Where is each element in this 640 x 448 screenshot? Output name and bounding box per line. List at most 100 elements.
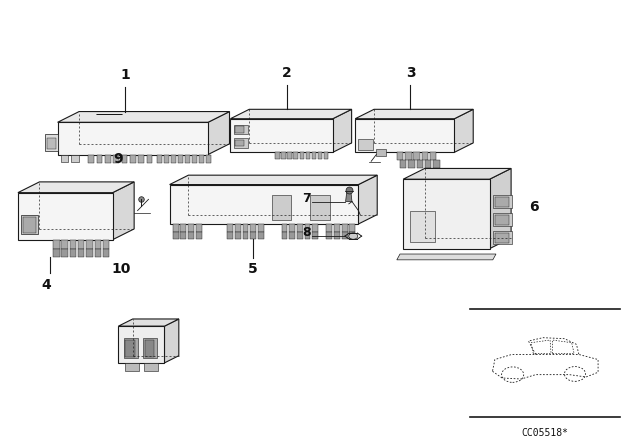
Polygon shape <box>125 340 135 357</box>
Polygon shape <box>21 215 38 234</box>
Polygon shape <box>138 155 144 163</box>
Text: 10: 10 <box>112 262 131 276</box>
Polygon shape <box>113 182 134 240</box>
Polygon shape <box>495 215 509 225</box>
Polygon shape <box>124 338 138 358</box>
Polygon shape <box>118 326 164 363</box>
Polygon shape <box>306 152 310 159</box>
Text: 4: 4 <box>42 278 52 292</box>
Polygon shape <box>312 232 318 239</box>
Polygon shape <box>58 122 208 155</box>
Polygon shape <box>188 232 194 239</box>
Polygon shape <box>78 240 84 249</box>
Polygon shape <box>275 152 280 159</box>
Polygon shape <box>349 224 355 232</box>
Polygon shape <box>326 224 332 232</box>
Polygon shape <box>297 232 303 239</box>
Text: 3: 3 <box>406 66 415 80</box>
Polygon shape <box>312 152 316 159</box>
Polygon shape <box>53 249 60 257</box>
Polygon shape <box>334 224 340 232</box>
Polygon shape <box>171 155 176 163</box>
Polygon shape <box>493 231 512 244</box>
Polygon shape <box>70 240 76 249</box>
Polygon shape <box>413 152 420 160</box>
Polygon shape <box>250 232 256 239</box>
Polygon shape <box>18 182 134 193</box>
Polygon shape <box>173 232 179 239</box>
Polygon shape <box>376 149 386 156</box>
Polygon shape <box>234 138 248 148</box>
Polygon shape <box>164 155 169 163</box>
Polygon shape <box>334 232 340 239</box>
Polygon shape <box>342 224 348 232</box>
Polygon shape <box>97 155 102 163</box>
Polygon shape <box>147 155 152 163</box>
Polygon shape <box>143 338 157 358</box>
Polygon shape <box>358 139 373 150</box>
Polygon shape <box>358 175 377 224</box>
Polygon shape <box>422 152 428 160</box>
Polygon shape <box>326 232 332 239</box>
Polygon shape <box>243 224 248 232</box>
Polygon shape <box>103 249 109 257</box>
Polygon shape <box>324 152 328 159</box>
Polygon shape <box>397 152 403 160</box>
Polygon shape <box>342 232 348 239</box>
Circle shape <box>349 233 358 239</box>
Polygon shape <box>305 232 310 239</box>
Polygon shape <box>125 363 139 371</box>
Polygon shape <box>192 155 197 163</box>
Polygon shape <box>430 152 436 160</box>
Polygon shape <box>95 249 101 257</box>
Polygon shape <box>300 152 304 159</box>
Polygon shape <box>113 155 119 163</box>
Polygon shape <box>61 240 68 249</box>
Polygon shape <box>118 319 179 326</box>
Text: 5: 5 <box>248 262 258 276</box>
Polygon shape <box>493 213 512 226</box>
Polygon shape <box>397 254 496 260</box>
Polygon shape <box>235 232 241 239</box>
Text: 8: 8 <box>302 226 310 239</box>
Polygon shape <box>180 224 186 232</box>
Polygon shape <box>495 197 509 207</box>
Polygon shape <box>208 112 230 155</box>
Polygon shape <box>282 152 285 159</box>
Polygon shape <box>293 152 298 159</box>
Polygon shape <box>95 240 101 249</box>
Polygon shape <box>250 224 256 232</box>
Text: 2: 2 <box>282 66 292 80</box>
Polygon shape <box>157 155 162 163</box>
Polygon shape <box>170 185 358 224</box>
Polygon shape <box>349 232 355 239</box>
Polygon shape <box>312 224 318 232</box>
Polygon shape <box>105 155 111 163</box>
Polygon shape <box>206 155 211 163</box>
Polygon shape <box>234 125 248 134</box>
Polygon shape <box>310 195 330 220</box>
Polygon shape <box>180 232 186 239</box>
Polygon shape <box>235 140 244 146</box>
Polygon shape <box>235 126 244 133</box>
Polygon shape <box>272 195 291 220</box>
Polygon shape <box>61 249 68 257</box>
Polygon shape <box>400 160 406 168</box>
Polygon shape <box>164 319 179 363</box>
Polygon shape <box>122 155 127 163</box>
Polygon shape <box>355 119 454 152</box>
Polygon shape <box>355 109 473 119</box>
Polygon shape <box>433 160 440 168</box>
Polygon shape <box>417 160 423 168</box>
Polygon shape <box>196 232 202 239</box>
Polygon shape <box>230 109 351 119</box>
Polygon shape <box>230 119 333 152</box>
Polygon shape <box>227 232 233 239</box>
Polygon shape <box>297 224 303 232</box>
Polygon shape <box>188 224 194 232</box>
Polygon shape <box>173 224 179 232</box>
Polygon shape <box>58 112 230 122</box>
Text: 7: 7 <box>301 192 310 205</box>
Polygon shape <box>289 232 295 239</box>
Polygon shape <box>70 249 76 257</box>
